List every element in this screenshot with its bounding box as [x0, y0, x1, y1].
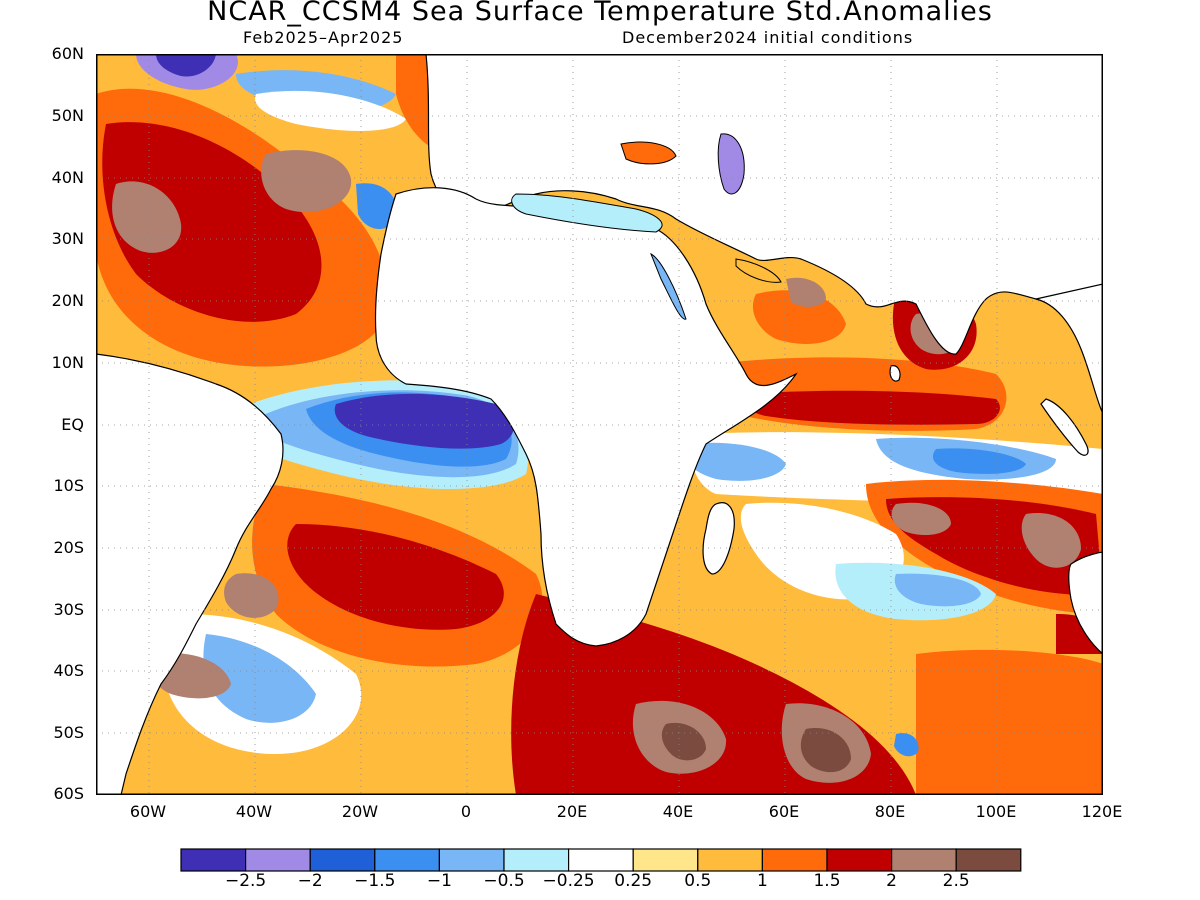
land-south-america — [96, 353, 284, 795]
lat-label-20n: 20N — [51, 291, 84, 310]
lat-label-30s: 30S — [53, 600, 84, 619]
forecast-period: Feb2025–Apr2025 — [243, 28, 404, 47]
colorbar-swatch — [244, 848, 311, 872]
lon-label-60e: 60E — [768, 802, 800, 821]
colorbar-swatch — [826, 848, 893, 872]
colorbar-swatch — [374, 848, 441, 872]
anomaly-region-so-hot1-dark — [661, 722, 706, 761]
caspian-sea — [717, 133, 745, 195]
lon-label-40w: 40W — [235, 802, 273, 821]
colorbar-label: −1 — [426, 871, 452, 891]
anomaly-region-sa-hot — [224, 573, 279, 618]
colorbar-label: 0.5 — [684, 871, 712, 891]
lat-label-50s: 50S — [53, 723, 84, 742]
anomaly-region-arabian — [752, 290, 846, 344]
colorbar-swatch — [309, 848, 376, 872]
red-sea — [650, 252, 687, 320]
colorbar-label: 1.5 — [813, 871, 841, 891]
lat-label-30n: 30N — [51, 229, 84, 248]
anomaly-region-eq-atl-coldest — [334, 393, 514, 449]
lat-label-eq: EQ — [61, 415, 84, 434]
colorbar-label: −0.25 — [542, 871, 595, 891]
colorbar-label: −1.5 — [354, 871, 396, 891]
colorbar-label: −2.5 — [224, 871, 267, 891]
lat-label-60n: 60N — [51, 44, 84, 63]
anomaly-region-io-north-strong — [744, 390, 1000, 425]
lat-label-40n: 40N — [51, 168, 84, 187]
black-sea — [620, 141, 677, 165]
lon-label-20e: 20E — [556, 802, 588, 821]
lat-label-60s: 60S — [53, 784, 84, 803]
anomaly-region-na-white — [255, 90, 406, 131]
land-australia — [1068, 551, 1103, 655]
colorbar-swatch — [890, 848, 957, 872]
colorbar-label: −0.5 — [483, 871, 525, 891]
colorbar-swatch — [955, 848, 1022, 872]
anomaly-region-sio-cool2 — [894, 573, 981, 607]
colorbar-swatch — [568, 848, 634, 872]
colorbar-label: 2.5 — [942, 871, 970, 891]
colorbar-swatch — [761, 848, 828, 872]
lat-label-50n: 50N — [51, 106, 84, 125]
anomaly-region-so-hot2-dark — [800, 728, 851, 773]
lat-label-10s: 10S — [53, 476, 84, 495]
anomaly-region-io-east-cold — [932, 448, 1026, 474]
map-frame — [96, 54, 1103, 795]
lon-label-80e: 80E — [874, 802, 906, 821]
colorbar-swatch — [632, 848, 699, 872]
anomaly-region-na-cold — [356, 183, 397, 230]
lon-label-40e: 40E — [662, 802, 694, 821]
colorbar-label: 0.25 — [614, 871, 653, 891]
land-masses — [96, 54, 1103, 795]
lon-label-120e: 120E — [1081, 802, 1123, 821]
lat-label-40s: 40S — [53, 661, 84, 680]
colorbar-swatch — [180, 848, 247, 872]
anomaly-region-na-strong — [102, 122, 322, 322]
lon-label-100e: 100E — [975, 802, 1017, 821]
land-madagascar — [702, 502, 735, 575]
land-sri-lanka — [889, 365, 901, 382]
lat-label-10n: 10N — [51, 353, 84, 372]
colorbar-swatch — [438, 848, 505, 872]
initial-conditions: December2024 initial conditions — [622, 28, 914, 47]
anomaly-region-io-eq-cool — [684, 442, 786, 481]
anomaly-region-na-hot2 — [261, 150, 352, 213]
lon-label-0: 0 — [460, 802, 472, 821]
colorbar-label: 1 — [756, 871, 768, 891]
chart-title: NCAR_CCSM4 Sea Surface Temperature Std.A… — [207, 0, 993, 27]
anomaly-region-so-east — [916, 649, 1103, 795]
lon-label-60w: 60W — [129, 802, 167, 821]
anomaly-region-na-top-cold2 — [156, 54, 216, 77]
colorbar-swatch — [697, 848, 763, 872]
anomaly-region-sa-strong — [287, 524, 504, 630]
mediterranean-sea — [511, 193, 663, 233]
anomaly-region-na-hot1 — [112, 181, 182, 253]
land-indochina — [1035, 283, 1103, 415]
anomaly-region-sa-cool — [203, 634, 316, 723]
land-sumatra — [1040, 398, 1089, 456]
anomaly-region-so-cool-spot — [894, 733, 919, 757]
anomaly-map — [96, 54, 1103, 795]
colorbar-swatch — [503, 848, 570, 872]
lat-label-20s: 20S — [53, 538, 84, 557]
colorbar — [180, 848, 1022, 872]
anomaly-region-sio-hot2 — [1021, 513, 1081, 568]
colorbar-label: 2 — [886, 871, 897, 891]
lon-label-20w: 20W — [341, 802, 379, 821]
inland-seas — [511, 133, 782, 320]
colorbar-label: −2 — [297, 871, 323, 891]
anomaly-region-arabian-hot — [786, 277, 826, 307]
anomaly-region-sio-hot — [891, 502, 951, 536]
persian-gulf — [735, 258, 782, 283]
